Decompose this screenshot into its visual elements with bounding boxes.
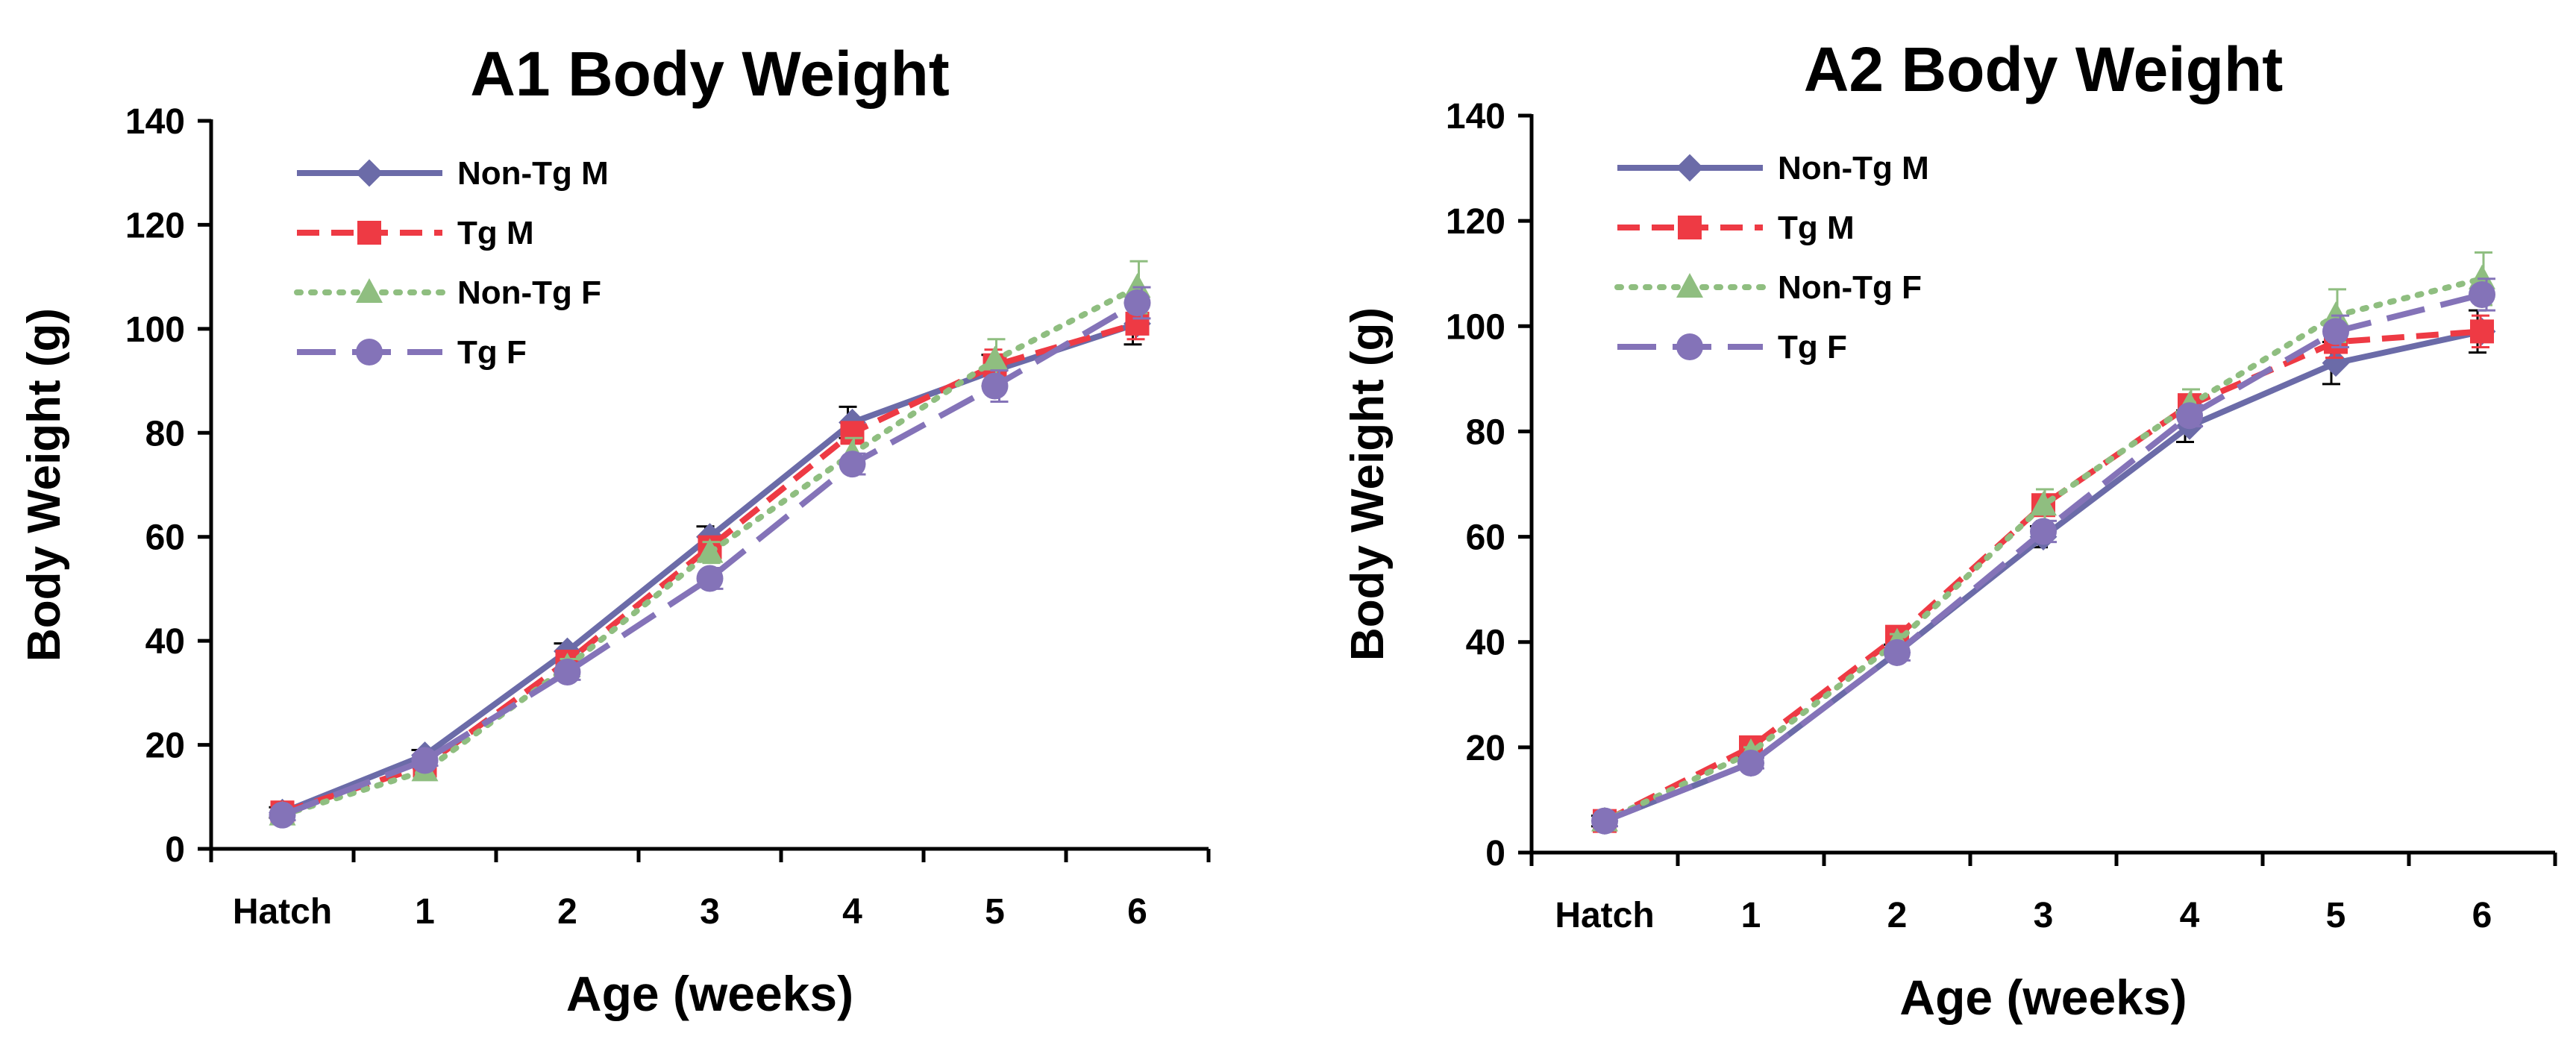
y-tick-label: 80 [1466, 412, 1505, 452]
legend-marker [356, 278, 383, 303]
legend-label: Non-Tg M [1778, 150, 1929, 186]
x-tick-label: 6 [1127, 892, 1147, 932]
data-point-tg-f [1884, 638, 1911, 666]
y-tick-label: 0 [165, 830, 185, 870]
data-point-tg-f [981, 372, 1009, 400]
legend-marker [1678, 216, 1702, 239]
y-tick-label: 80 [145, 414, 185, 454]
series-line [1603, 328, 2483, 824]
legend-marker [1676, 273, 1703, 298]
x-axis-label: Age (weeks) [1899, 970, 2187, 1025]
x-tick-label: 4 [842, 892, 862, 932]
legend-item-non-tg-m: Non-Tg M [1617, 150, 1929, 186]
data-point-tg-f [411, 747, 439, 774]
legend-label: Non-Tg M [457, 155, 609, 192]
legend-item-tg-m: Tg M [297, 215, 534, 251]
legend-marker [1676, 154, 1704, 182]
x-tick-label: 2 [557, 892, 577, 932]
y-tick-label: 100 [125, 310, 185, 350]
legend-label: Non-Tg F [457, 274, 601, 311]
chart-panel-1: A1 Body Weight 0 20 40 60 80 100 120 140 Hatch 1 2 3… [19, 39, 1211, 1021]
x-tick-label: 1 [1741, 896, 1761, 935]
y-axis-label: Body Weight (g) [19, 308, 70, 662]
data-point-tg-f [2469, 280, 2495, 308]
x-axis-label: Age (weeks) [566, 966, 853, 1021]
y-tick-label: 120 [125, 206, 185, 245]
data-point-tg-f [1591, 807, 1618, 835]
series-tg-f [1591, 277, 2495, 835]
legend: Non-Tg M Tg M Non-Tg F Tg F [294, 155, 609, 371]
series-non-tg-f [269, 260, 1151, 826]
y-tick-label: 40 [1466, 624, 1505, 663]
legend-label: Tg F [1778, 329, 1847, 365]
y-tick-label: 60 [1466, 518, 1505, 558]
series-tg-f [269, 286, 1151, 829]
y-tick-label: 100 [1446, 307, 1505, 347]
x-tick-label: 3 [700, 892, 720, 932]
data-point-tg-f [839, 451, 866, 478]
y-tick-label: 0 [1485, 834, 1505, 873]
chart-panel-2: A2 Body Weight 0 20 40 60 80 100 120 140 Hatch 1 2 3… [1342, 34, 2557, 1025]
data-point-tg-f [554, 658, 581, 685]
legend-item-tg-f: Tg F [1617, 329, 1847, 365]
x-tick-label: 4 [2180, 896, 2200, 935]
legend-item-tg-m: Tg M [1617, 210, 1855, 246]
legend-label: Non-Tg F [1778, 269, 1922, 306]
data-point-tg-f [2322, 318, 2349, 345]
data-point-tg-f [1124, 289, 1151, 316]
series-tg-m [1593, 314, 2494, 833]
y-tick-label: 140 [1446, 97, 1505, 137]
legend: Non-Tg M Tg M Non-Tg F Tg F [1614, 150, 1929, 365]
data-point-tg-f [696, 565, 724, 592]
legend-item-non-tg-f: Non-Tg F [294, 274, 601, 311]
data-point-non-tg-f [696, 538, 724, 563]
legend-item-non-tg-f: Non-Tg F [1614, 269, 1922, 306]
series-non-tg-m [269, 301, 1151, 826]
chart-title: A2 Body Weight [1804, 34, 2283, 104]
y-tick-label: 20 [1466, 729, 1505, 768]
y-tick-label: 120 [1446, 202, 1505, 242]
series-non-tg-m [1591, 309, 2496, 835]
y-tick-label: 60 [145, 518, 185, 558]
data-point-tg-f [2176, 402, 2203, 430]
series-line [1603, 328, 2483, 824]
legend-marker [356, 339, 383, 365]
x-tick-label: 5 [2326, 896, 2346, 935]
x-tick-label: Hatch [1555, 896, 1654, 935]
legend-marker [355, 159, 383, 187]
data-point-tg-f [2030, 518, 2057, 545]
data-point-tg-f [269, 801, 296, 829]
x-tick-label: 2 [1887, 896, 1908, 935]
data-point-tg-f [1737, 750, 1764, 777]
x-tick-label: 5 [985, 892, 1005, 932]
legend-marker [357, 221, 381, 245]
legend-label: Tg F [457, 334, 527, 371]
data-point-non-tg-m [2322, 349, 2350, 377]
series-line [1603, 292, 2483, 824]
y-tick-label: 20 [145, 727, 185, 766]
legend-marker [1676, 333, 1703, 360]
data-point-non-tg-f [981, 345, 1009, 371]
data-point-tg-m [2470, 319, 2494, 344]
chart-title: A1 Body Weight [470, 39, 949, 109]
y-tick-label: 40 [145, 622, 185, 662]
data-point-non-tg-f [2030, 491, 2057, 516]
x-tick-label: 1 [415, 892, 435, 932]
legend-label: Tg M [1778, 210, 1855, 246]
x-tick-label: Hatch [233, 892, 332, 932]
legend-label: Tg M [457, 215, 534, 251]
y-tick-label: 140 [125, 102, 185, 142]
legend-item-non-tg-m: Non-Tg M [297, 155, 609, 192]
y-axis-label: Body Weight (g) [1342, 307, 1394, 661]
legend-item-tg-f: Tg F [297, 334, 527, 371]
x-tick-label: 3 [2034, 896, 2054, 935]
x-tick-label: 6 [2472, 896, 2492, 935]
